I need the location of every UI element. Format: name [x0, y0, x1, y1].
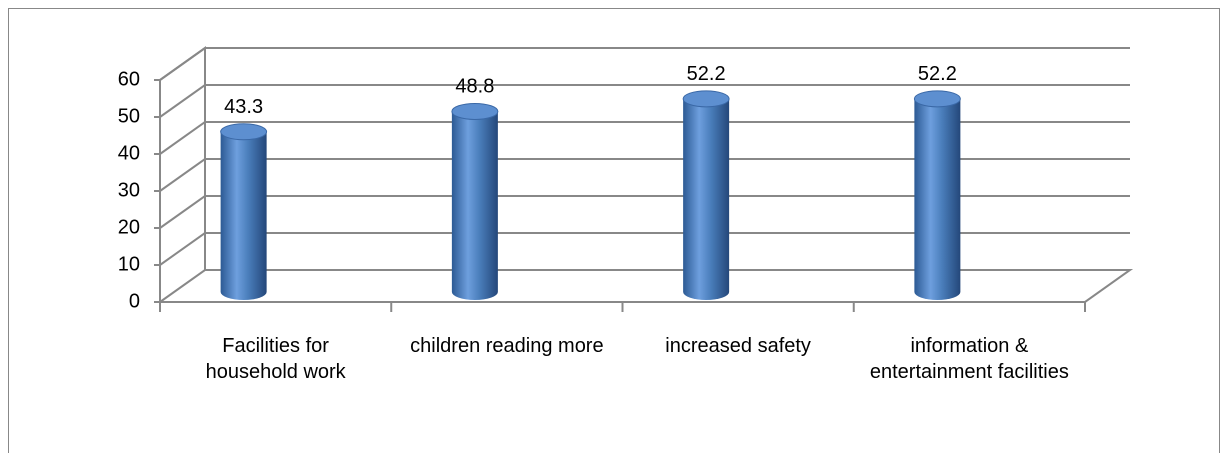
bar-top	[682, 90, 730, 108]
y-tick-label: 40	[118, 142, 140, 164]
y-tick-label: 20	[118, 216, 140, 238]
y-tick-label: 10	[118, 253, 140, 275]
y-tick-label: 0	[129, 290, 140, 312]
x-tick-label: Facilities for household work	[205, 335, 346, 383]
value-label: 48.8	[455, 76, 494, 98]
x-tick-label: increased safety	[665, 335, 811, 357]
floor	[160, 269, 1134, 303]
value-label: 52.2	[687, 63, 726, 85]
grid-line	[159, 121, 1130, 155]
bar	[683, 98, 730, 300]
bar	[914, 98, 961, 300]
y-tick-label: 30	[118, 179, 140, 201]
y-tick-label: 50	[118, 105, 140, 127]
grid-line	[159, 158, 1130, 192]
value-label: 43.3	[224, 96, 263, 118]
y-tick-label: 60	[118, 68, 140, 90]
grid-line	[159, 195, 1130, 229]
grid-line	[159, 269, 1130, 303]
bar	[451, 111, 498, 300]
grid-line	[159, 84, 1130, 118]
bar-top	[913, 90, 961, 108]
grid-line	[159, 47, 1130, 81]
bar	[220, 131, 267, 300]
value-label: 52.2	[918, 63, 957, 85]
bar-top	[451, 102, 499, 120]
x-tick-label: information & entertainment facilities	[869, 335, 1069, 383]
frame	[8, 8, 1220, 453]
x-tick-label: children reading more	[410, 335, 604, 357]
grid-line	[159, 232, 1130, 266]
bar-top	[220, 123, 268, 141]
